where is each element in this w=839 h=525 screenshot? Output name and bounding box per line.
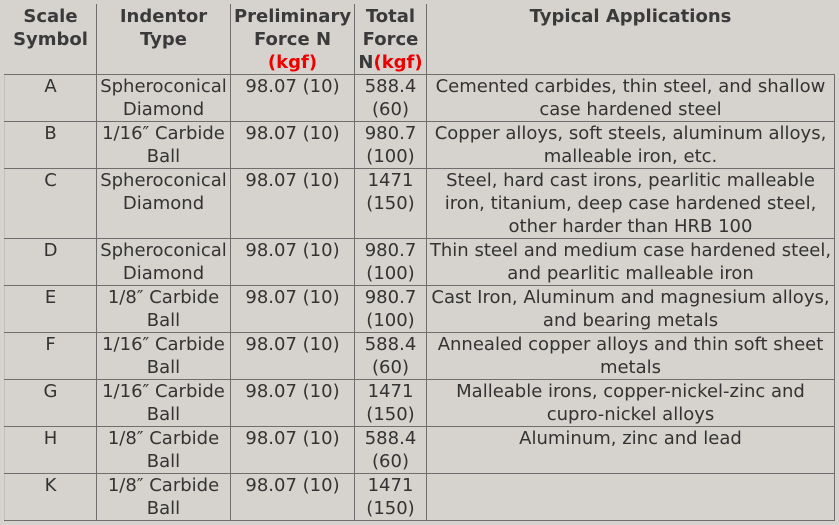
header-preliminary-force: Preliminary Force N (kgf) — [230, 4, 355, 75]
typical-applications-cell — [426, 473, 835, 521]
total-force-cell: 980.7 (100) — [354, 121, 427, 169]
table-row: C Spheroconical Diamond 98.07 (10) 1471 (15… — [4, 168, 835, 239]
preliminary-force-cell: 98.07 (10) — [230, 121, 355, 169]
table-row: G 1/16″ Carbide Ball 98.07 (10) 1471 (150) M… — [4, 379, 835, 427]
scale-symbol-cell: B — [4, 121, 97, 169]
total-force-cell: 588.4 (60) — [354, 332, 427, 380]
table-row: K 1/8″ Carbide Ball 98.07 (10) 1471 (150) — [4, 473, 835, 521]
table-row: B 1/16″ Carbide Ball 98.07 (10) 980.7 (100)… — [4, 121, 835, 169]
table-header: Scale Symbol Indentor Type Preliminary F… — [4, 4, 835, 75]
indentor-type-cell: Spheroconical Diamond — [96, 238, 231, 286]
table-row: F 1/16″ Carbide Ball 98.07 (10) 588.4 (60) A… — [4, 332, 835, 380]
preliminary-force-cell: 98.07 (10) — [230, 168, 355, 239]
preliminary-force-cell: 98.07 (10) — [230, 74, 355, 122]
indentor-type-cell: 1/8″ Carbide Ball — [96, 285, 231, 333]
header-total-unit: (kgf) — [373, 52, 423, 73]
typical-applications-cell: Thin steel and medium case hardened stee… — [426, 238, 835, 286]
preliminary-force-cell: 98.07 (10) — [230, 473, 355, 521]
header-typical-applications: Typical Applications — [426, 4, 835, 75]
total-force-cell: 1471 (150) — [354, 379, 427, 427]
table-row: E 1/8″ Carbide Ball 98.07 (10) 980.7 (100) C… — [4, 285, 835, 333]
typical-applications-cell: Cast Iron, Aluminum and magnesium alloys… — [426, 285, 835, 333]
header-preliminary-force-label: Preliminary Force N — [233, 6, 352, 50]
typical-applications-cell: Steel, hard cast irons, pearlitic mallea… — [426, 168, 835, 239]
indentor-type-cell: 1/16″ Carbide Ball — [96, 379, 231, 427]
table-row: H 1/8″ Carbide Ball 98.07 (10) 588.4 (60) Al… — [4, 426, 835, 474]
scale-symbol-cell: E — [4, 285, 97, 333]
preliminary-force-cell: 98.07 (10) — [230, 332, 355, 380]
scale-symbol-cell: C — [4, 168, 97, 239]
header-total-force: Total Force N(kgf) — [354, 4, 427, 75]
scale-symbol-cell: D — [4, 238, 97, 286]
total-force-cell: 588.4 (60) — [354, 426, 427, 474]
table-row: A Spheroconical Diamond 98.07 (10) 588.4 (6… — [4, 74, 835, 122]
total-force-cell: 1471 (150) — [354, 168, 427, 239]
indentor-type-cell: Spheroconical Diamond — [96, 74, 231, 122]
preliminary-force-cell: 98.07 (10) — [230, 238, 355, 286]
preliminary-force-cell: 98.07 (10) — [230, 285, 355, 333]
preliminary-force-cell: 98.07 (10) — [230, 426, 355, 474]
table-row: D Spheroconical Diamond 98.07 (10) 980.7 (1… — [4, 238, 835, 286]
total-force-cell: 980.7 (100) — [354, 285, 427, 333]
typical-applications-cell: Malleable irons, copper-nickel-zinc and … — [426, 379, 835, 427]
typical-applications-cell: Copper alloys, soft steels, aluminum all… — [426, 121, 835, 169]
typical-applications-cell: Annealed copper alloys and thin soft she… — [426, 332, 835, 380]
indentor-type-cell: 1/16″ Carbide Ball — [96, 121, 231, 169]
header-row: Scale Symbol Indentor Type Preliminary F… — [4, 4, 835, 75]
indentor-type-cell: 1/16″ Carbide Ball — [96, 332, 231, 380]
header-scale-symbol: Scale Symbol — [4, 4, 97, 75]
indentor-type-cell: Spheroconical Diamond — [96, 168, 231, 239]
preliminary-force-cell: 98.07 (10) — [230, 379, 355, 427]
scale-symbol-cell: H — [4, 426, 97, 474]
indentor-type-cell: 1/8″ Carbide Ball — [96, 473, 231, 521]
total-force-cell: 588.4 (60) — [354, 74, 427, 122]
header-indentor-type: Indentor Type — [96, 4, 231, 75]
scale-symbol-cell: A — [4, 74, 97, 122]
table-body: A Spheroconical Diamond 98.07 (10) 588.4 (6… — [4, 74, 835, 521]
typical-applications-cell: Aluminum, zinc and lead — [426, 426, 835, 474]
scale-symbol-cell: K — [4, 473, 97, 521]
header-preliminary-unit: (kgf) — [267, 52, 318, 73]
scale-symbol-cell: F — [4, 332, 97, 380]
scale-symbol-cell: G — [4, 379, 97, 427]
indentor-type-cell: 1/8″ Carbide Ball — [96, 426, 231, 474]
total-force-cell: 980.7 (100) — [354, 238, 427, 286]
rockwell-scale-table: Scale Symbol Indentor Type Preliminary F… — [4, 4, 835, 521]
typical-applications-cell: Cemented carbides, thin steel, and shall… — [426, 74, 835, 122]
total-force-cell: 1471 (150) — [354, 473, 427, 521]
header-total-force-label: Total Force N — [358, 6, 419, 73]
